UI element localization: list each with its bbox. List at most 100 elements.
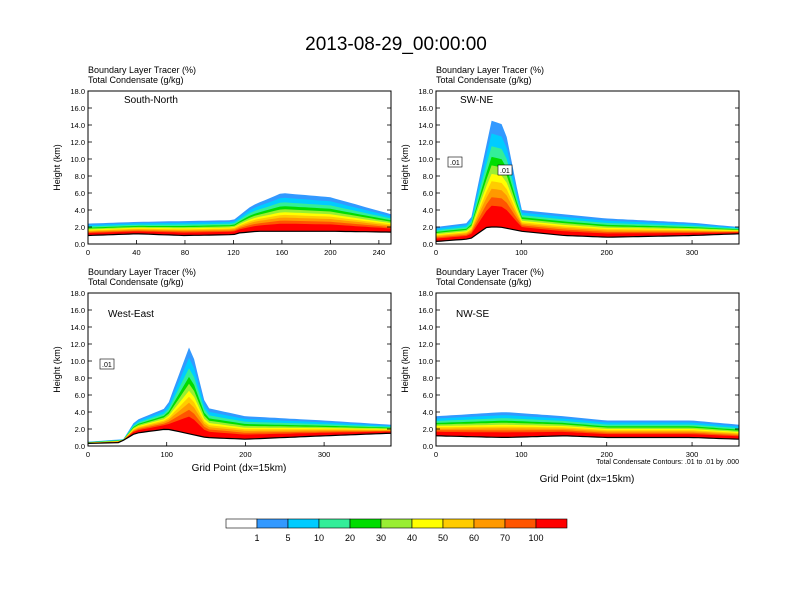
terrain-outline <box>436 435 739 440</box>
y-tick-label: 12.0 <box>70 138 85 147</box>
contour-footnote: Total Condensate Contours: .01 to .01 by… <box>596 459 739 466</box>
plot-frame <box>87 292 392 447</box>
legend-label: 1 <box>254 533 259 543</box>
y-tick-label: 12.0 <box>418 340 433 349</box>
legend-swatch <box>504 518 537 529</box>
y-tick-label: 18.0 <box>418 289 433 298</box>
contour-label: .01 <box>102 362 112 369</box>
y-tick-label: 14.0 <box>418 121 433 130</box>
legend-label: 70 <box>500 533 510 543</box>
legend-label: 60 <box>469 533 479 543</box>
panel-label: South-North <box>124 95 178 106</box>
legend-swatch <box>535 518 568 529</box>
contour-label-box <box>99 358 115 370</box>
y-tick-label: 0.0 <box>423 240 433 249</box>
y-tick-label: 4.0 <box>75 408 85 417</box>
legend-label: 100 <box>528 533 543 543</box>
y-tick-label: 8.0 <box>423 374 433 383</box>
x-tick-label: 200 <box>600 248 613 257</box>
legend-swatch <box>411 518 444 529</box>
y-tick-label: 14.0 <box>70 121 85 130</box>
panel-field <box>88 193 391 244</box>
y-axis-label: Height (km) <box>400 144 410 191</box>
panel-field <box>436 412 739 446</box>
legend-swatch <box>473 518 506 529</box>
y-tick-label: 14.0 <box>418 323 433 332</box>
panel-field <box>88 347 391 446</box>
y-axis-label: Height (km) <box>52 346 62 393</box>
y-tick-label: 8.0 <box>75 172 85 181</box>
x-tick-label: 200 <box>324 248 337 257</box>
plot-frame <box>435 292 740 447</box>
panel-sw-ne: Boundary Layer Tracer (%)Total Condensat… <box>400 65 740 257</box>
y-axis-label: Height (km) <box>400 346 410 393</box>
terrain-outline <box>88 230 391 237</box>
legend-label: 30 <box>376 533 386 543</box>
y-tick-label: 10.0 <box>418 155 433 164</box>
y-tick-label: 14.0 <box>70 323 85 332</box>
x-tick-label: 80 <box>181 248 189 257</box>
legend-swatch <box>287 518 320 529</box>
y-tick-label: 10.0 <box>418 357 433 366</box>
y-tick-label: 16.0 <box>418 306 433 315</box>
y-tick-label: 12.0 <box>418 138 433 147</box>
y-tick-label: 10.0 <box>70 155 85 164</box>
y-tick-label: 0.0 <box>423 442 433 451</box>
terrain <box>436 227 739 244</box>
y-tick-label: 2.0 <box>423 223 433 232</box>
x-axis-label-left: Grid Point (dx=15km) <box>192 463 287 474</box>
y-tick-label: 4.0 <box>423 408 433 417</box>
panel-label: West-East <box>108 309 154 320</box>
y-tick-label: 18.0 <box>70 87 85 96</box>
x-tick-label: 300 <box>686 248 699 257</box>
x-tick-label: 0 <box>86 248 90 257</box>
x-tick-label: 160 <box>276 248 289 257</box>
x-tick-label: 40 <box>132 248 140 257</box>
panel-west-east: Boundary Layer Tracer (%)Total Condensat… <box>52 267 392 459</box>
y-tick-label: 18.0 <box>70 289 85 298</box>
x-tick-label: 300 <box>686 450 699 459</box>
panel-header-condensate: Total Condensate (g/kg) <box>436 277 532 287</box>
x-tick-label: 200 <box>239 450 252 459</box>
color-legend: 1 5 10 20 30 40 50 60 70 100 <box>225 518 568 543</box>
panel-nw-se: Boundary Layer Tracer (%)Total Condensat… <box>400 267 740 459</box>
y-tick-label: 10.0 <box>70 357 85 366</box>
contour-label-box <box>447 156 463 168</box>
panel-header-condensate: Total Condensate (g/kg) <box>88 75 184 85</box>
panel-header-tracer: Boundary Layer Tracer (%) <box>436 267 544 277</box>
contour-label: .01 <box>450 160 460 167</box>
y-tick-label: 16.0 <box>70 104 85 113</box>
panel-label: NW-SE <box>456 309 489 320</box>
terrain <box>436 435 739 446</box>
y-tick-label: 16.0 <box>70 306 85 315</box>
y-tick-label: 16.0 <box>418 104 433 113</box>
x-tick-label: 0 <box>434 450 438 459</box>
legend-swatch <box>225 518 258 529</box>
x-tick-label: 240 <box>373 248 386 257</box>
terrain <box>88 231 391 244</box>
y-tick-label: 2.0 <box>423 425 433 434</box>
legend-swatch <box>349 518 382 529</box>
panel-header-condensate: Total Condensate (g/kg) <box>88 277 184 287</box>
panel-field <box>436 120 739 244</box>
legend-label: 20 <box>345 533 355 543</box>
legend-label: 40 <box>407 533 417 543</box>
y-tick-label: 2.0 <box>75 223 85 232</box>
plot-frame <box>87 90 392 245</box>
contour-label: .01 <box>500 168 510 175</box>
x-axis-label-right: Grid Point (dx=15km) <box>540 474 635 485</box>
y-axis-label: Height (km) <box>52 144 62 191</box>
terrain <box>88 429 391 446</box>
y-tick-label: 6.0 <box>423 189 433 198</box>
y-tick-label: 4.0 <box>423 206 433 215</box>
x-tick-label: 100 <box>515 248 528 257</box>
contour-label-box <box>497 164 513 176</box>
panel-south-north: Boundary Layer Tracer (%)Total Condensat… <box>52 65 392 257</box>
x-tick-label: 0 <box>86 450 90 459</box>
panel-header-condensate: Total Condensate (g/kg) <box>436 75 532 85</box>
panel-header-tracer: Boundary Layer Tracer (%) <box>436 65 544 75</box>
y-tick-label: 0.0 <box>75 442 85 451</box>
terrain-outline <box>436 226 739 242</box>
panel-header-tracer: Boundary Layer Tracer (%) <box>88 267 196 277</box>
